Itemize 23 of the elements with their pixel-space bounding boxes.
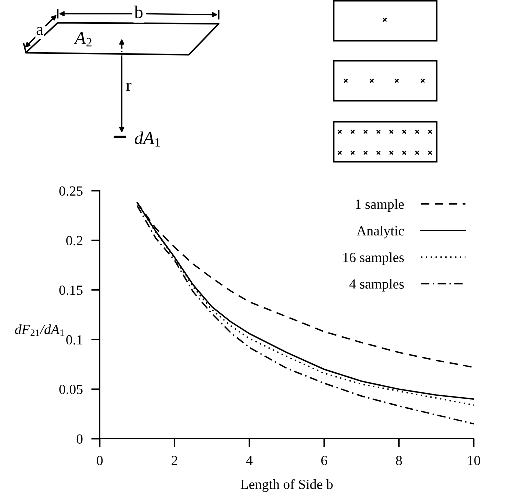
text: r [126,83,132,92]
y-tick-label: 0.05 [60,384,83,394]
x-tick-label: 10 [468,456,480,466]
legend-label: 1 sample [356,199,404,212]
y-tick-label: 0.1 [66,335,82,345]
text: a [36,27,44,36]
x-tick-label: 6 [322,456,328,466]
y-axis-title: dF$_{21}$/dA$_{1}$ [15,324,64,336]
x-tick-label: 0 [97,456,103,466]
x-axis-title: Length of Side b [240,479,333,492]
legend-label: 4 samples [350,279,404,292]
legend-label: Analytic [356,226,404,239]
x-tick-label: 8 [396,456,402,466]
legend-label: 16 samples [344,252,404,266]
x-tick-label: 2 [172,456,178,466]
y-tick-label: 0.2 [66,236,83,246]
y-tick-label: 0 [76,434,83,444]
x-tick-label: 4 [246,456,253,466]
y-tick-label: 0.25 [60,186,83,196]
text: dA$_{1}$ [135,132,160,147]
text: b [134,6,143,19]
y-tick-label: 0.15 [60,286,83,296]
text: A$_{2}$ [74,32,92,47]
